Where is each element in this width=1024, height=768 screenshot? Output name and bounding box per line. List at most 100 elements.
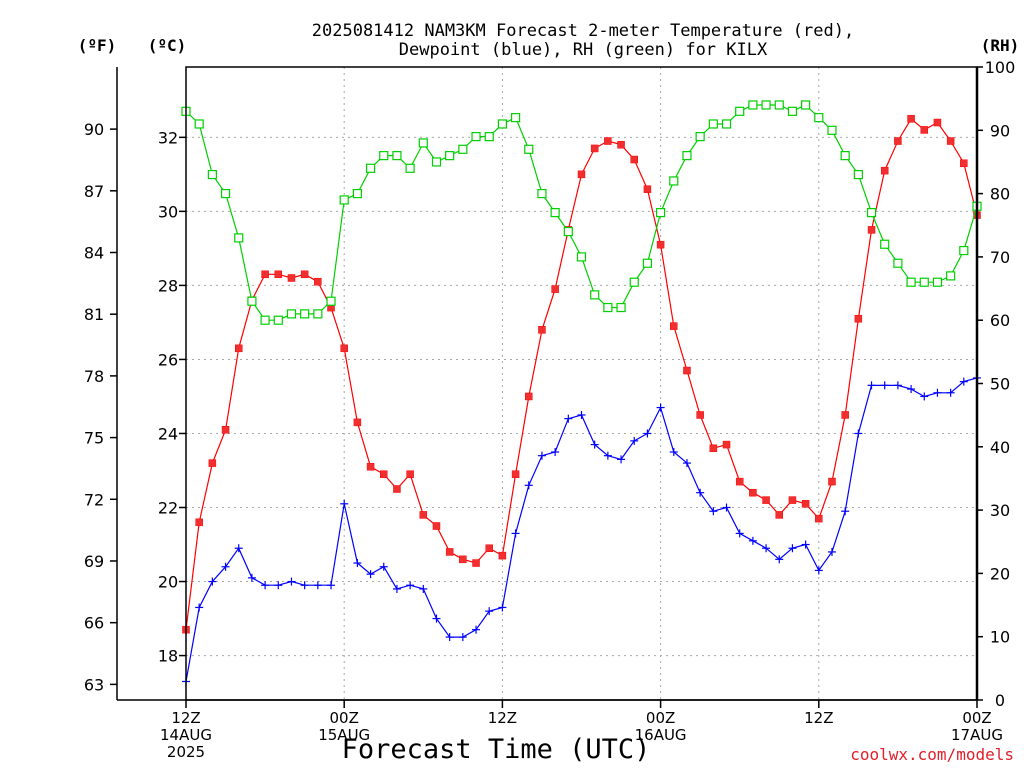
dewpoint-point [827, 547, 836, 556]
x-tick-label: 00Z [330, 709, 359, 727]
celsius-tick-label: 32 [158, 128, 178, 147]
x-tick-label: 14AUG [160, 726, 212, 744]
fahrenheit-tick-label: 78 [84, 367, 104, 386]
temperature-point [432, 522, 441, 530]
rh-point [458, 144, 468, 154]
dewpoint-point [814, 566, 823, 575]
temperature-point [880, 166, 889, 175]
temperature-point [459, 555, 467, 564]
dewpoint-point [432, 614, 441, 623]
temperature-point [195, 518, 203, 527]
temperature-point [366, 463, 375, 471]
dewpoint-point [313, 581, 322, 590]
rh-point [906, 277, 916, 287]
celsius-tick-label: 18 [158, 647, 178, 666]
x-tick-label: 12Z [171, 709, 200, 727]
dewpoint-point [854, 429, 863, 438]
temperature-point [643, 185, 652, 193]
rh-point [840, 151, 850, 161]
rh-point [471, 132, 481, 142]
rh-point [880, 239, 890, 249]
rh-point [445, 151, 455, 161]
rh-point [234, 233, 244, 243]
rh-point [801, 100, 811, 110]
x-tick-label: 15AUG [318, 726, 370, 744]
rh-point [563, 226, 573, 237]
dewpoint-point [564, 414, 573, 423]
rh-point [418, 138, 428, 148]
rh-point [959, 245, 969, 256]
rh-point [524, 144, 534, 154]
temperature-point [841, 411, 849, 419]
dewpoint-point [696, 488, 705, 497]
temperature-point [525, 392, 533, 401]
dewpoint-point [656, 403, 665, 412]
rh-point [735, 106, 745, 116]
dewpoint-point [458, 633, 467, 642]
rh-point [273, 315, 283, 325]
dewpoint-point [274, 581, 283, 590]
series-line-dewpoint [185, 377, 978, 682]
x-tick-label: 12Z [488, 709, 517, 727]
axes: 18 20 22 24 26 28 30 32 63 66 69 72 75 78 81 84 87 90 0 10 2… [84, 58, 1015, 761]
temperature-point [709, 444, 718, 453]
celsius-tick-label: 26 [158, 350, 178, 369]
rh-point [629, 277, 639, 287]
rh-point [260, 315, 270, 325]
rh-point [893, 258, 903, 268]
rh-point [774, 100, 784, 110]
rh-point [616, 302, 626, 313]
rh-tick-label: 50 [990, 375, 1010, 394]
dewpoint-point [841, 507, 850, 516]
rh-point [787, 106, 798, 116]
temperature-point [340, 344, 348, 353]
rh-tick-label: 70 [990, 248, 1010, 267]
dewpoint-point [195, 603, 204, 612]
dewpoint-point [472, 625, 481, 634]
dewpoint-point [511, 529, 520, 538]
temperature-point [445, 548, 454, 556]
dewpoint-point [221, 562, 230, 571]
rh-point [220, 189, 231, 199]
fahrenheit-tick-label: 75 [84, 429, 104, 448]
temperature-point [300, 270, 309, 279]
temperature-point [630, 155, 638, 164]
dewpoint-point [379, 562, 388, 571]
dewpoint-point [880, 381, 889, 390]
temperature-point [670, 322, 678, 330]
temperature-point [498, 551, 507, 560]
rh-point [866, 207, 877, 218]
temperature-point [380, 470, 388, 478]
dewpoint-point [709, 507, 718, 516]
x-tick-label: 17AUG [951, 726, 1003, 744]
fahrenheit-axis-unit: (ºF) [78, 36, 117, 55]
temperature-point [208, 459, 217, 467]
rh-point [748, 100, 758, 110]
rh-point [695, 132, 705, 142]
fahrenheit-tick-label: 87 [84, 182, 104, 201]
temperature-point [261, 270, 269, 279]
rh-point [919, 277, 929, 287]
rh-point [510, 113, 521, 123]
temperature-point [287, 274, 296, 282]
temperature-point [314, 277, 322, 286]
dewpoint-point [498, 603, 507, 612]
rh-point [365, 163, 376, 173]
dewpoint-point [801, 540, 810, 549]
temperature-point [406, 470, 414, 478]
rh-point [655, 207, 666, 218]
rh-point [814, 113, 824, 123]
x-tick-label: 00Z [962, 709, 991, 727]
rh-point [590, 290, 600, 300]
rh-point [946, 271, 956, 281]
dewpoint-point [366, 570, 375, 579]
celsius-axis-unit: (ºC) [148, 36, 187, 55]
dewpoint-point [340, 499, 349, 508]
rh-point [326, 296, 336, 306]
series-line-temperature [185, 117, 978, 630]
dewpoint-point [722, 503, 731, 512]
rh-point [379, 151, 389, 161]
celsius-tick-label: 24 [158, 424, 178, 443]
celsius-tick-label: 22 [158, 499, 178, 518]
rh-point [576, 252, 587, 262]
